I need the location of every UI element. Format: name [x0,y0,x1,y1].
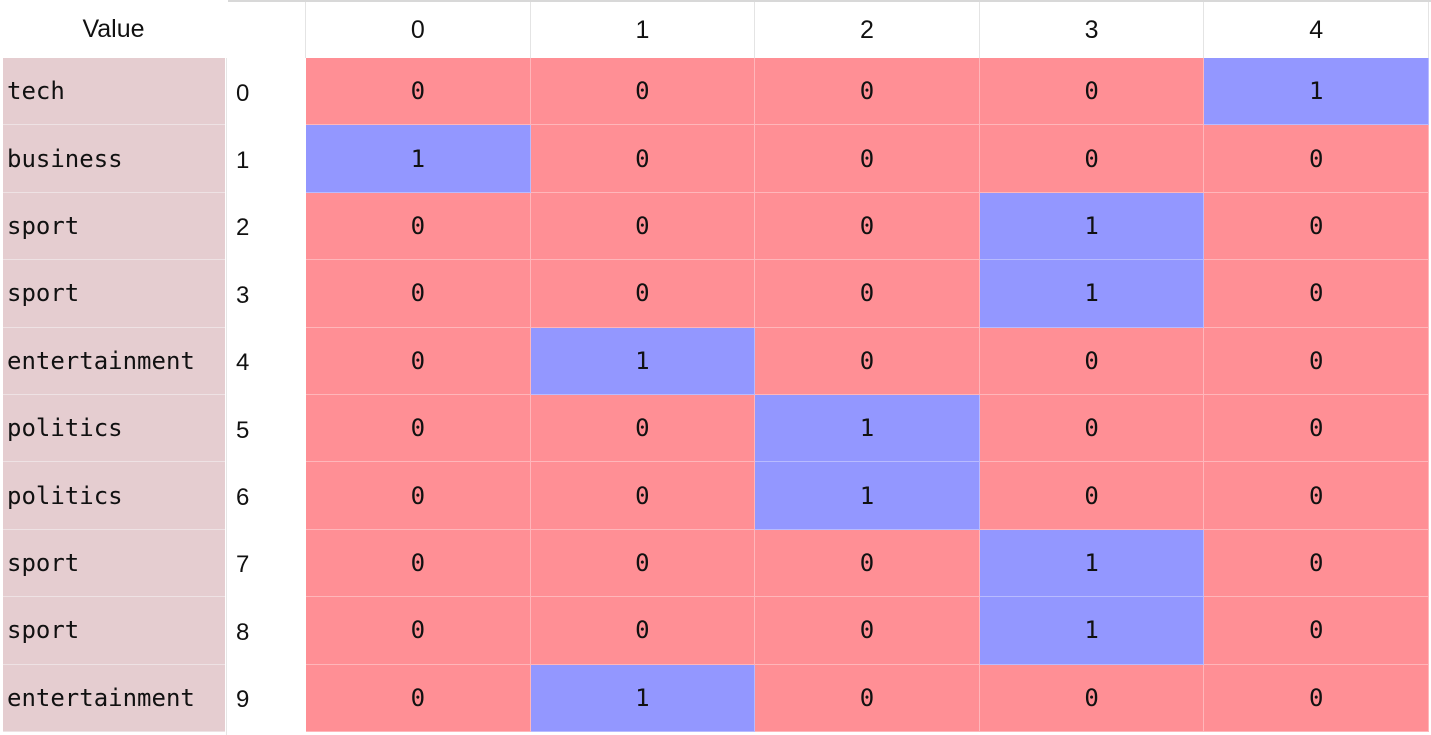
row-index-label[interactable]: 3 [236,281,250,309]
row-index-label[interactable]: 1 [236,147,250,175]
series-value-cell[interactable]: tech [3,58,225,126]
column-header-3[interactable]: 3 [980,2,1205,58]
data-cell[interactable]: 1 [755,395,980,463]
row-index-label[interactable]: 2 [236,214,250,242]
series-value-cell[interactable]: sport [3,597,225,665]
series-value-cell[interactable]: politics [3,462,225,530]
column-header-0[interactable]: 0 [306,2,531,58]
data-cell[interactable]: 0 [755,327,980,395]
series-value-cell[interactable]: business [3,125,225,193]
column-header-4[interactable]: 4 [1204,2,1429,58]
data-cell[interactable]: 0 [306,395,531,463]
row-index-label[interactable]: 0 [236,79,250,107]
series-value-cell[interactable]: entertainment [3,664,225,732]
data-cell[interactable]: 1 [979,529,1205,598]
row-index-label[interactable]: 9 [236,686,250,714]
data-cell[interactable]: 1 [755,462,980,530]
data-cell[interactable]: 0 [306,597,531,665]
data-cell[interactable]: 0 [306,58,531,126]
data-cell[interactable]: 0 [530,125,756,193]
data-cell[interactable]: 1 [530,327,756,395]
series-value-cell[interactable]: politics [3,395,225,463]
series-value-cell[interactable]: sport [3,529,225,598]
value-column-header[interactable]: Value [0,0,227,58]
series-editor-panel: Value tech business sport sport entertainmen… [0,0,227,735]
data-cell[interactable]: 0 [755,192,980,261]
data-cell[interactable]: 0 [979,125,1205,193]
data-cell[interactable]: 0 [979,664,1205,732]
data-cell[interactable]: 0 [306,260,531,328]
series-value-cell[interactable]: sport [3,260,225,328]
data-cell[interactable]: 0 [530,529,756,598]
data-cell[interactable]: 0 [1204,529,1429,598]
row-index-label[interactable]: 4 [236,349,250,377]
data-cell[interactable]: 0 [755,260,980,328]
data-cell[interactable]: 0 [755,58,980,126]
data-cell[interactable]: 0 [306,192,531,261]
data-cell[interactable]: 0 [530,192,756,261]
row-index-label[interactable]: 5 [236,416,250,444]
data-cell[interactable]: 0 [755,529,980,598]
data-cell[interactable]: 0 [979,327,1205,395]
row-index-label[interactable]: 8 [236,618,250,646]
data-cell[interactable]: 0 [1204,462,1429,530]
series-value-cell[interactable]: entertainment [3,327,225,395]
data-cell[interactable]: 1 [530,664,756,732]
data-cell[interactable]: 1 [306,125,531,193]
data-cell[interactable]: 0 [530,462,756,530]
data-cell[interactable]: 0 [1204,327,1429,395]
data-cell[interactable]: 0 [1204,192,1429,261]
data-cell[interactable]: 0 [1204,597,1429,665]
index-header-corner [228,2,306,58]
data-cell[interactable]: 0 [979,462,1205,530]
data-cell[interactable]: 0 [979,395,1205,463]
data-cell[interactable]: 0 [755,125,980,193]
data-cell[interactable]: 0 [1204,125,1429,193]
data-cell[interactable]: 0 [530,260,756,328]
row-index-label[interactable]: 7 [236,551,250,579]
data-cell[interactable]: 0 [530,395,756,463]
data-cell[interactable]: 0 [1204,395,1429,463]
column-header-2[interactable]: 2 [755,2,980,58]
data-cell[interactable]: 0 [306,664,531,732]
data-cell[interactable]: 0 [755,664,980,732]
data-cell[interactable]: 0 [755,597,980,665]
data-cell[interactable]: 0 [530,58,756,126]
data-cell[interactable]: 1 [979,597,1205,665]
data-cell[interactable]: 0 [306,529,531,598]
data-cell[interactable]: 0 [1204,664,1429,732]
data-cell[interactable]: 1 [979,260,1205,328]
row-index-label[interactable]: 6 [236,484,250,512]
data-cell[interactable]: 1 [979,192,1205,261]
column-header-1[interactable]: 1 [531,2,756,58]
series-value-cell[interactable]: sport [3,192,225,261]
data-cell[interactable]: 0 [979,58,1205,126]
data-cell[interactable]: 0 [306,462,531,530]
data-cell[interactable]: 0 [530,597,756,665]
data-cell[interactable]: 0 [1204,260,1429,328]
data-cell[interactable]: 0 [306,327,531,395]
data-cell[interactable]: 1 [1204,58,1429,126]
